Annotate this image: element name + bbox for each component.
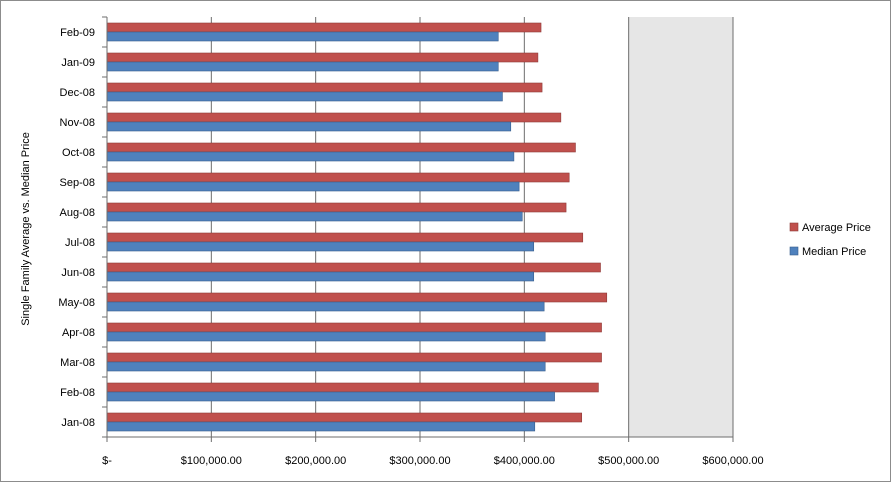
legend-label-average: Average Price [802, 222, 871, 234]
bar-average-feb-08 [106, 382, 599, 393]
y-tick-label: Jun-08 [61, 267, 95, 279]
bar-average-jun-08 [106, 262, 601, 273]
bar-average-sep-08 [106, 172, 570, 183]
x-tick-label: $100,000.00 [181, 455, 242, 467]
y-tick-label: Dec-08 [60, 87, 95, 99]
bar-median-nov-08 [106, 121, 512, 132]
y-tick-label: Feb-09 [60, 27, 95, 39]
bar-average-oct-08 [106, 142, 576, 153]
bar-median-feb-08 [106, 391, 555, 402]
bar-average-jan-08 [106, 412, 583, 423]
y-tick-label: Mar-08 [60, 357, 95, 369]
y-tick-label: May-08 [58, 297, 95, 309]
bar-average-may-08 [106, 292, 608, 303]
legend-swatch-average [789, 222, 799, 232]
y-tick-label: Feb-08 [60, 387, 95, 399]
bar-median-jul-08 [106, 241, 535, 252]
y-tick-label: Aug-08 [60, 207, 95, 219]
bar-average-nov-08 [106, 112, 562, 123]
bar-median-dec-08 [106, 91, 503, 102]
bar-median-oct-08 [106, 151, 515, 162]
bar-median-jan-08 [106, 421, 536, 432]
y-tick-label: Sep-08 [60, 177, 95, 189]
bar-median-mar-08 [106, 361, 546, 372]
legend-swatch-median [789, 246, 799, 256]
bar-average-dec-08 [106, 82, 543, 93]
legend: Average Price Median Price [789, 222, 871, 258]
y-tick-label: Nov-08 [60, 117, 95, 129]
y-axis-title: Single Family Average vs. Median Price [20, 132, 32, 326]
y-tick-label: Jan-08 [61, 417, 95, 429]
x-tick-label: $600,000.00 [702, 455, 763, 467]
plot-band [628, 17, 733, 437]
y-tick-label: Jul-08 [65, 237, 95, 249]
legend-label-median: Median Price [802, 246, 866, 258]
bar-average-apr-08 [106, 322, 602, 333]
x-tick-label: $300,000.00 [389, 455, 450, 467]
bar-median-apr-08 [106, 331, 546, 342]
bar-average-jan-09 [106, 52, 539, 63]
x-tick-label: $- [102, 455, 112, 467]
x-tick-label: $200,000.00 [285, 455, 346, 467]
y-tick-label: Oct-08 [62, 147, 95, 159]
x-tick-label: $400,000.00 [494, 455, 555, 467]
bar-average-feb-09 [106, 22, 542, 33]
y-tick-label: Apr-08 [62, 327, 95, 339]
bar-average-aug-08 [106, 202, 567, 213]
bar-median-sep-08 [106, 181, 520, 192]
bar-median-feb-09 [106, 31, 499, 42]
bar-median-jan-09 [106, 61, 499, 72]
x-tick-label: $500,000.00 [598, 455, 659, 467]
bar-average-jul-08 [106, 232, 584, 243]
bar-median-may-08 [106, 301, 545, 312]
bar-median-aug-08 [106, 211, 523, 222]
y-tick-label: Jan-09 [61, 57, 95, 69]
bar-average-mar-08 [106, 352, 602, 363]
bar-median-jun-08 [106, 271, 535, 282]
